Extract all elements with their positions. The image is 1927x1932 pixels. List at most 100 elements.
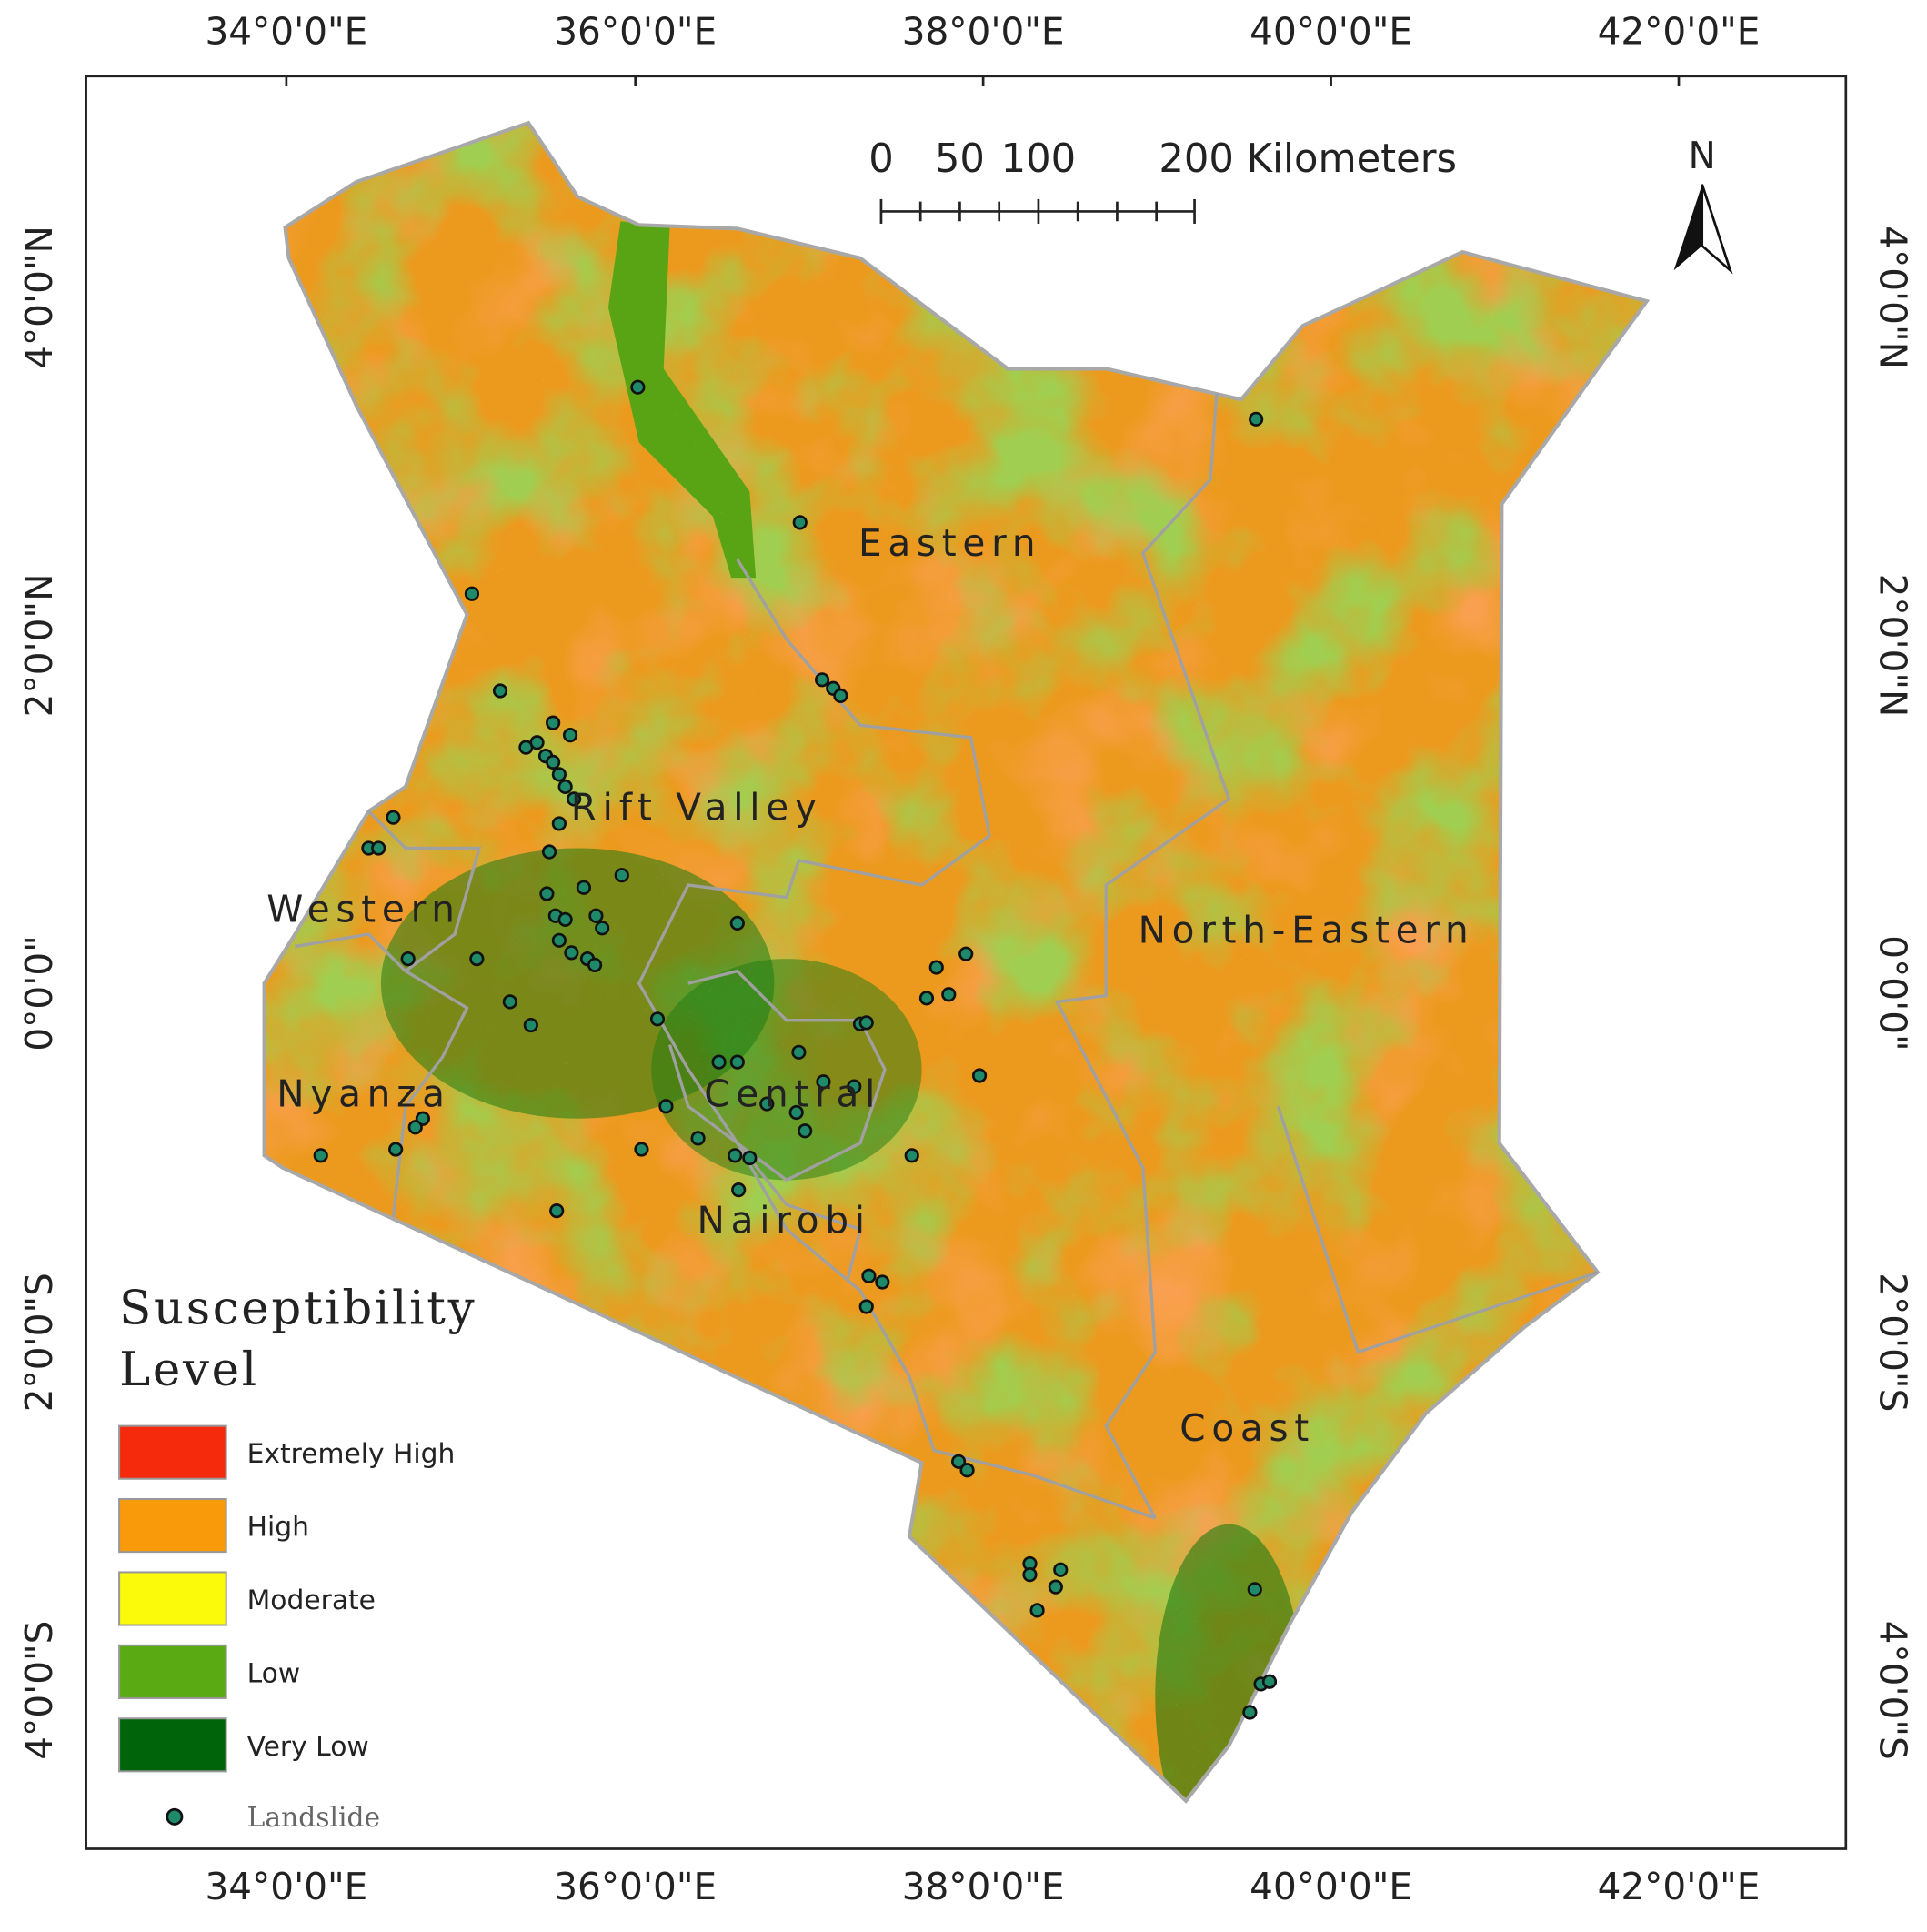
landslide-point [649,1011,666,1027]
region-label: Eastern [858,521,1041,565]
landslide-point [742,1150,758,1166]
landslide-point [941,987,957,1002]
landslide-point [1022,1567,1038,1583]
landslide-point [614,868,629,883]
landslide-point [816,1074,831,1090]
region-label: Western [266,888,461,931]
landslide-point [959,1463,975,1478]
landslide-point [388,1142,404,1157]
longitude-label: 38°0'0"E [902,1865,1065,1908]
latitude-label: 4°0'0"S [17,1621,61,1760]
scale-label: 50 [935,136,985,182]
landslide-point [576,880,592,895]
latitude-label: 2°0'0"S [1872,1273,1915,1412]
legend-label: Moderate [247,1585,376,1616]
landslide-point [833,688,848,704]
landslide-point [1261,1674,1278,1689]
landslide-point [502,994,517,1010]
landslide-point [792,515,808,530]
landslide-point [557,911,573,927]
longitude-label: 42°0'0"E [1598,1865,1761,1908]
landslide-point [523,1017,538,1033]
landslide-point [371,840,386,856]
landslide-point [407,1120,423,1135]
latitude-label: 2°0'0"N [1872,574,1915,718]
landslide-point [464,586,480,601]
longitude-label: 34°0'0"E [205,10,367,54]
landslide-point [557,779,573,795]
landslide-point [551,816,567,831]
landslide-point [950,1454,967,1469]
landslide-point [546,754,561,770]
landslide-point [875,1274,890,1290]
landslide-point [539,886,555,901]
latitude-label: 2°0'0"S [17,1273,61,1412]
landslide-point [1242,1705,1258,1720]
landslide-point [731,1182,747,1198]
north-arrow [1673,184,1733,275]
legend-swatch [118,1571,227,1626]
landslide-point [858,1015,874,1031]
scale-bar [879,198,1196,224]
landslide-point [928,960,944,975]
landslide-points [313,379,1278,1720]
landslide-point [551,767,567,782]
latitude-label: 4°0'0"S [1872,1621,1915,1760]
longitude-label: 40°0'0"E [1250,1865,1412,1908]
latitude-label: 2°0'0"N [17,574,61,718]
landslide-point [858,1299,874,1314]
legend-swatch [118,1424,227,1480]
landslide-point [728,1148,743,1163]
legend-label: Low [247,1657,301,1689]
labels: 34°0'0"E 34°0'0"E 36°0'0"E 36°0'0"E 38°0'0"E… [17,10,1915,1908]
landslide-point [971,1068,988,1083]
landslide-point [400,951,416,967]
latitude-label: 4°0'0"N [1872,226,1915,369]
legend-label: Landslide [247,1802,381,1834]
longitude-label: 34°0'0"E [205,1865,367,1908]
latitude-label: 4°0'0"N [17,226,61,369]
latitude-label: 0°0'0" [1872,935,1915,1051]
landslide-point [791,1044,807,1060]
legend-swatch [118,1644,227,1699]
landslide-point [564,945,579,961]
longitude-label: 40°0'0"E [1250,10,1412,54]
landslide-point [847,1079,862,1094]
landslide-point [386,810,401,825]
region-label: Nairobi [698,1198,871,1242]
landslide-point [469,951,485,967]
landslide-point [904,1148,919,1163]
legend-label: Extremely High [247,1438,456,1470]
landslide-point [587,957,603,972]
landslide-point [1053,1562,1069,1577]
scale-label: 200 Kilometers [1159,136,1457,182]
landslide-point [798,1123,813,1139]
landslide-point [492,683,508,699]
landslide-point [595,921,610,936]
landslide-point [1247,1582,1262,1597]
map-layout: 34°0'0"E 34°0'0"E 36°0'0"E 36°0'0"E 38°0'0"E… [17,10,1915,1908]
landslide-point [566,791,582,807]
landslide-point [1029,1603,1045,1618]
legend-title: Level [119,1343,259,1397]
landslide-point [711,1054,727,1070]
longitude-label: 38°0'0"E [902,10,1065,54]
region-label: Central [704,1072,881,1115]
landslide-point [562,728,578,743]
landslide-point [918,991,935,1006]
landslide-point [546,715,561,730]
landslide-point [729,1054,745,1070]
landslide-point [634,1142,649,1157]
province-boundaries [295,393,1599,1520]
landslide-point [630,379,646,395]
landslide-point [313,1148,328,1163]
legend-label: Very Low [247,1731,369,1763]
landslide-point [1249,411,1264,427]
landslide-point [658,1099,674,1114]
landslide-point [861,1268,877,1283]
legend-landslide-symbol [166,1807,184,1826]
region-label: Nyanza [276,1072,451,1115]
landslide-point [729,915,745,931]
landslide-point [788,1104,804,1121]
